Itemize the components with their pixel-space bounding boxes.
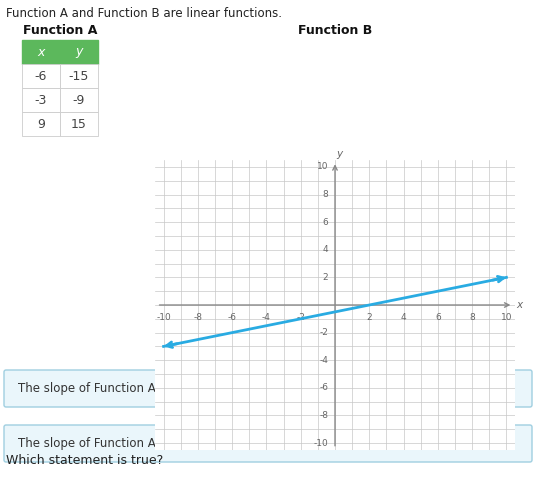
Bar <box>60 64 98 88</box>
Bar <box>60 112 98 136</box>
Text: 6: 6 <box>322 218 328 226</box>
Text: -3: -3 <box>35 94 47 106</box>
Bar <box>60 88 98 112</box>
Text: 15: 15 <box>71 118 87 130</box>
Bar <box>60 40 98 64</box>
Text: -4: -4 <box>262 314 271 322</box>
Text: -10: -10 <box>156 314 171 322</box>
Bar <box>22 112 60 136</box>
Text: Function A and Function B are linear functions.: Function A and Function B are linear fun… <box>6 7 282 20</box>
Text: -8: -8 <box>193 314 202 322</box>
Text: 2: 2 <box>323 273 328 282</box>
Text: x: x <box>37 46 45 59</box>
Text: -6: -6 <box>319 384 328 392</box>
Text: -9: -9 <box>73 94 85 106</box>
Text: -10: -10 <box>314 438 328 448</box>
FancyBboxPatch shape <box>4 370 532 407</box>
Text: Function B: Function B <box>298 24 372 37</box>
Bar <box>22 40 60 64</box>
Text: -15: -15 <box>69 70 89 82</box>
Text: The slope of Function A is less than the slope of Function B.: The slope of Function A is less than the… <box>18 437 369 450</box>
Text: 8: 8 <box>322 190 328 199</box>
Text: 10: 10 <box>317 162 328 172</box>
Text: -8: -8 <box>319 411 328 420</box>
Text: 10: 10 <box>500 314 512 322</box>
Text: -2: -2 <box>296 314 305 322</box>
FancyBboxPatch shape <box>4 425 532 462</box>
Text: Function A: Function A <box>23 24 97 37</box>
Bar <box>22 64 60 88</box>
Bar <box>22 88 60 112</box>
Text: 2: 2 <box>366 314 372 322</box>
Text: 6: 6 <box>435 314 441 322</box>
Text: -4: -4 <box>320 356 328 364</box>
Text: 4: 4 <box>401 314 407 322</box>
Text: y: y <box>75 46 83 59</box>
Text: -6: -6 <box>35 70 47 82</box>
Text: Which statement is true?: Which statement is true? <box>6 454 163 467</box>
Text: The slope of Function A is greater than the slope of Function B.: The slope of Function A is greater than … <box>18 382 390 395</box>
Text: 8: 8 <box>469 314 475 322</box>
Text: x: x <box>516 300 522 310</box>
Text: 4: 4 <box>323 246 328 254</box>
Text: -2: -2 <box>320 328 328 337</box>
Text: -6: -6 <box>228 314 237 322</box>
Text: 9: 9 <box>37 118 45 130</box>
Text: y: y <box>336 150 343 160</box>
